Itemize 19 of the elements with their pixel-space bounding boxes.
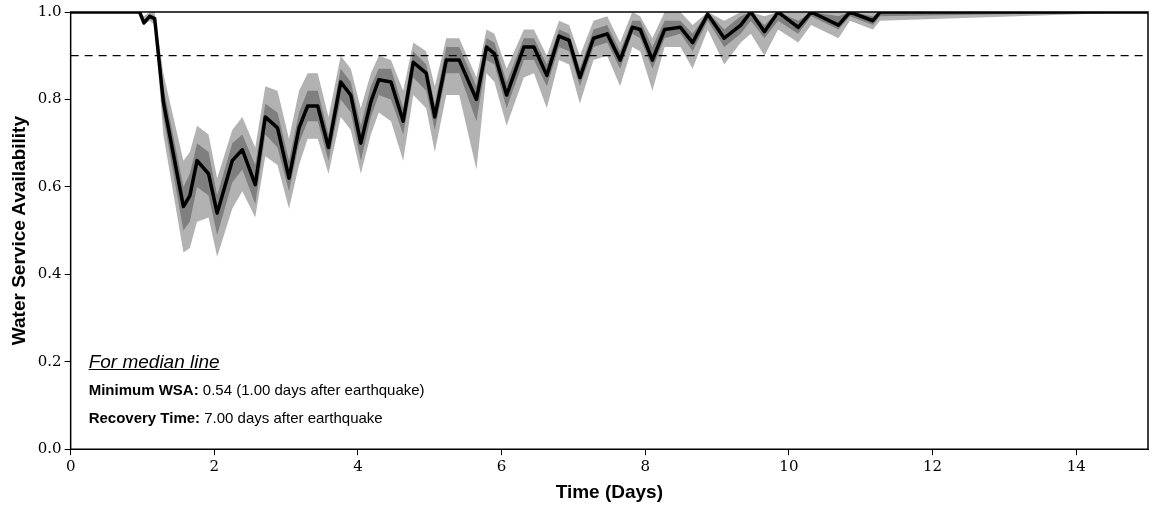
x-axis-title: Time (Days)	[555, 480, 664, 502]
annotation: Recovery Time: 7.00 days after earthquake	[88, 409, 383, 427]
y-tick-label: 0.2	[37, 351, 62, 370]
x-tick-label: 8	[640, 457, 651, 476]
x-tick-label: 2	[209, 457, 220, 476]
y-tick-label: 0.8	[37, 89, 62, 108]
y-tick-label: 0.0	[37, 439, 62, 458]
x-tick-label: 0	[65, 457, 76, 476]
x-tick-label: 10	[779, 457, 799, 476]
x-tick-label: 12	[922, 457, 943, 476]
annotation: For median line	[88, 351, 220, 374]
y-axis-title: Water Service Availability	[7, 115, 29, 346]
y-tick-label: 1.0	[37, 1, 62, 20]
x-tick-label: 4	[353, 457, 363, 476]
x-tick-label: 6	[496, 457, 507, 476]
y-tick-label: 0.4	[37, 264, 62, 283]
annotation: Minimum WSA: 0.54 (1.00 days after earthquake)	[88, 381, 425, 399]
y-tick-label: 0.6	[37, 176, 62, 195]
x-tick-label: 14	[1066, 457, 1086, 476]
